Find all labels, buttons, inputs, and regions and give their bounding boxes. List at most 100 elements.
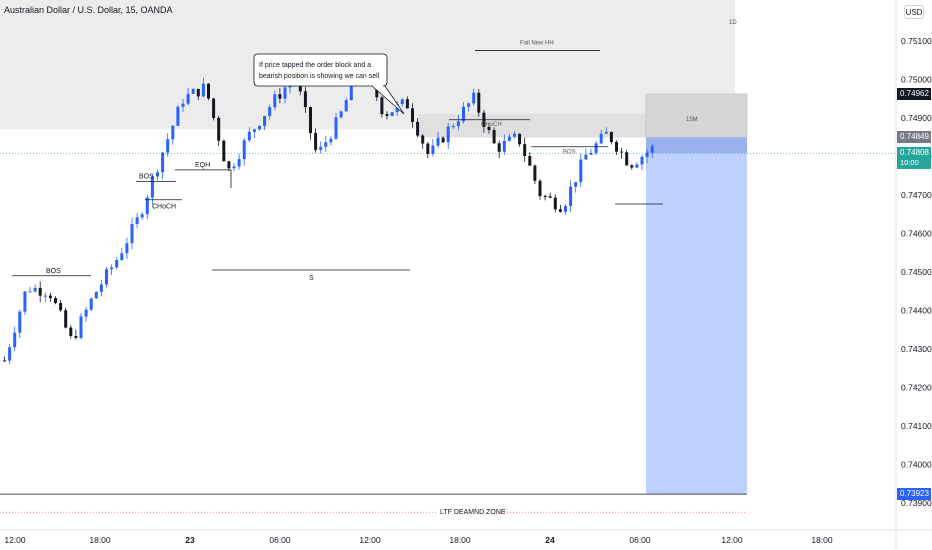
s-label: S — [309, 275, 314, 282]
candle-body — [196, 88, 200, 97]
candle-body — [604, 132, 608, 134]
candle-body — [278, 94, 282, 99]
candles — [3, 59, 654, 365]
price-tag: 0.73923 — [897, 488, 931, 501]
candle — [334, 112, 338, 140]
x-tick-label: 18:00 — [811, 535, 833, 545]
candle-body — [574, 182, 578, 187]
choch-1-label: CHoCH — [152, 204, 176, 211]
candle — [467, 102, 471, 112]
candle — [145, 194, 149, 219]
candle — [400, 98, 404, 107]
candle-body — [3, 360, 6, 362]
candle — [196, 88, 200, 101]
candle-body — [268, 107, 272, 116]
candle — [74, 329, 78, 340]
x-tick-label: 06:00 — [269, 535, 291, 545]
candle-body — [589, 152, 593, 155]
candle — [513, 131, 516, 139]
candle-body — [324, 142, 328, 147]
candle — [115, 256, 119, 270]
candle — [135, 212, 139, 228]
candle — [64, 307, 68, 329]
candle-body — [645, 152, 649, 157]
candle — [620, 147, 624, 159]
y-tick-label: 0.75100 — [901, 36, 932, 46]
candle — [13, 326, 17, 352]
candle — [416, 118, 420, 138]
annotations: If price tapped the order block and a bea… — [253, 53, 405, 115]
candle — [222, 139, 226, 162]
candle-body — [222, 140, 226, 162]
candle-body — [201, 83, 205, 97]
candle — [538, 179, 542, 200]
candle — [110, 264, 114, 276]
candle-body — [385, 114, 389, 116]
candle — [156, 169, 159, 181]
y-tick-label: 0.74400 — [901, 305, 932, 315]
y-tick-label: 0.74200 — [901, 382, 932, 392]
candle — [584, 148, 588, 160]
candle-body — [579, 159, 583, 183]
chart-title: Australian Dollar / U.S. Dollar, 15, OAN… — [4, 5, 173, 15]
candle-body — [227, 161, 231, 169]
levels: EQH BOS BOS CHoCH S CHoCH Fail New HH BOS LTF DE… — [0, 40, 747, 517]
candle — [43, 292, 47, 303]
candle-body — [538, 180, 542, 197]
candle — [28, 286, 32, 293]
candle — [553, 194, 557, 213]
candle-body — [507, 136, 511, 141]
candle-body — [533, 165, 537, 181]
candle-body — [553, 197, 557, 210]
candle — [548, 192, 552, 199]
candle-body — [599, 133, 603, 144]
y-tick-label: 0.74300 — [901, 344, 932, 354]
candle — [125, 237, 129, 260]
candle-body — [84, 309, 88, 317]
candle-body — [69, 327, 73, 336]
candle — [594, 140, 598, 155]
candle-body — [564, 206, 567, 212]
candle — [502, 134, 506, 155]
candle — [650, 143, 654, 158]
candle — [176, 105, 180, 127]
x-tick-label: 24 — [545, 535, 555, 545]
candle-body — [584, 154, 588, 160]
bos-1-label: BOS — [139, 173, 154, 180]
currency-button[interactable]: USD — [904, 5, 924, 19]
candle — [278, 87, 282, 104]
candle-body — [569, 186, 573, 207]
candle — [405, 96, 409, 109]
candle — [242, 137, 246, 166]
candle-body — [421, 135, 425, 144]
candle-body — [186, 93, 190, 104]
candle — [166, 133, 170, 157]
candle — [645, 149, 649, 164]
candle — [339, 110, 343, 119]
candle-body — [115, 260, 119, 268]
candle-body — [416, 121, 420, 136]
candle-body — [43, 295, 47, 297]
candle — [411, 103, 414, 128]
price-tag: 0.74808 10:00 — [897, 147, 931, 170]
candle — [38, 281, 42, 303]
candle — [227, 160, 231, 172]
position-stop-area — [646, 137, 747, 154]
candle-body — [431, 145, 435, 154]
callout-bubble — [253, 53, 405, 115]
candle-body — [48, 295, 52, 299]
y-tick-label: 0.74100 — [901, 421, 932, 431]
zone-15m-label: 15M — [686, 117, 698, 123]
candle-body — [263, 115, 267, 127]
candle-body — [242, 140, 246, 159]
candle — [472, 88, 476, 106]
candle-body — [283, 87, 287, 99]
candle-body — [344, 100, 348, 112]
candle — [314, 128, 318, 153]
candle-body — [135, 217, 139, 225]
candle — [33, 284, 37, 293]
x-tick-label: 18:00 — [449, 535, 471, 545]
position-target-area — [646, 153, 747, 495]
candle — [8, 344, 12, 365]
